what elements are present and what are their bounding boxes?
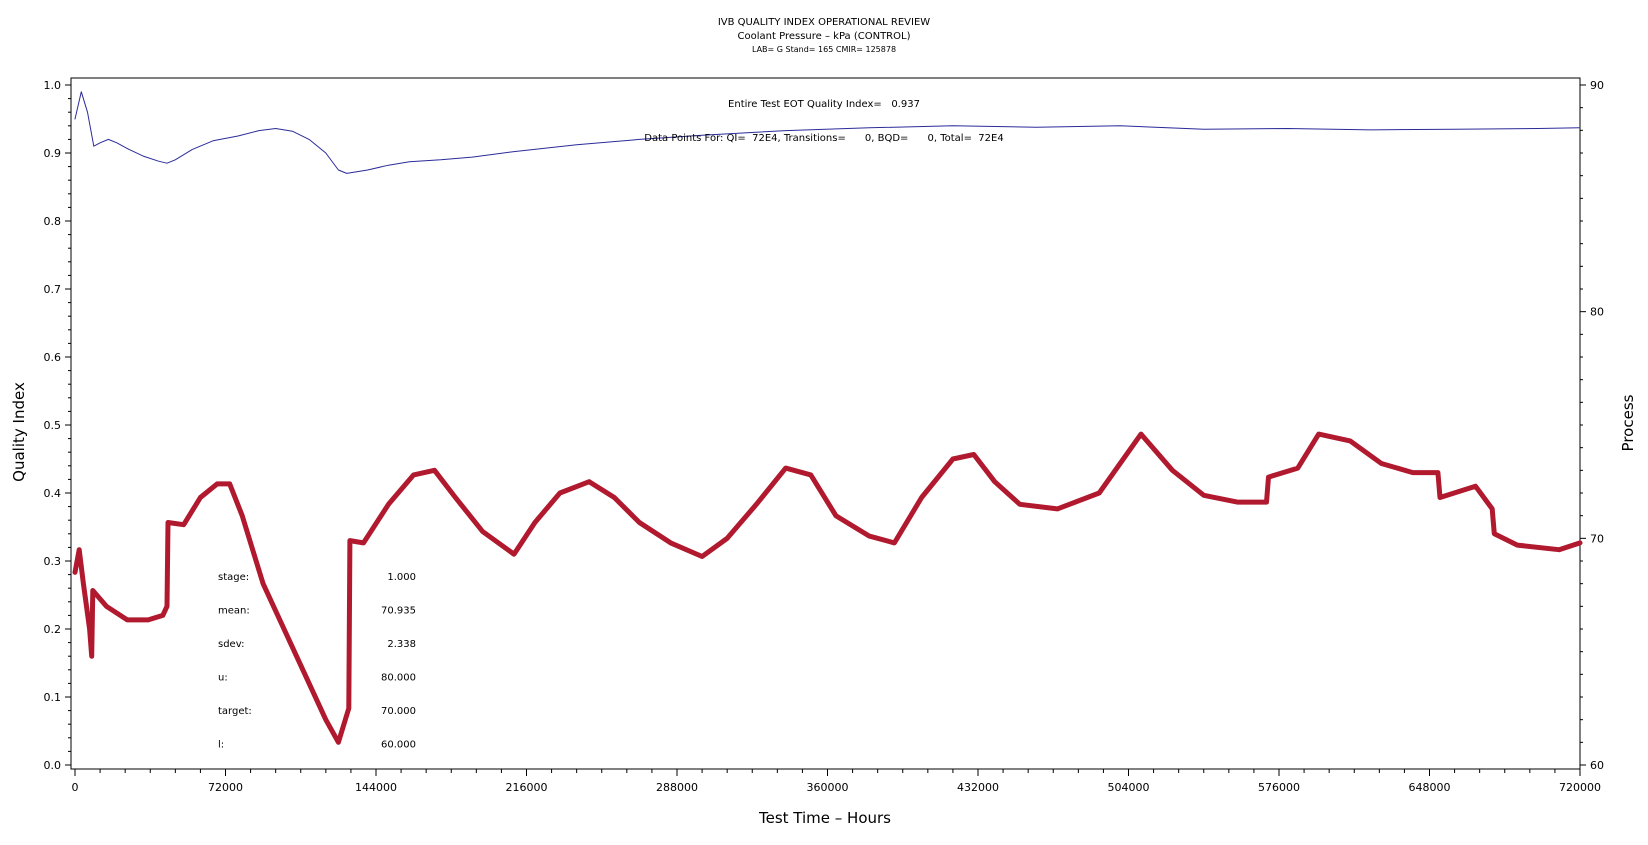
chart-lab-line: LAB= G Stand= 165 CMIR= 125878 bbox=[752, 45, 896, 54]
stats-box: stage: 1.000 mean: 70.935 sdev: 2.338 u: 80.000… bbox=[218, 572, 416, 751]
x-axis-label: Test Time – Hours bbox=[758, 809, 891, 827]
plot-frame bbox=[70, 77, 1581, 770]
stat-label: stage: bbox=[218, 572, 249, 583]
x-tick-label: 0 bbox=[72, 781, 79, 794]
y-tick-label: 0.8 bbox=[44, 215, 62, 228]
y-axis-right: 60 70 80 90 bbox=[1580, 79, 1604, 772]
stat-value: 70.935 bbox=[381, 606, 416, 617]
y-tick-label: 0.6 bbox=[44, 351, 62, 364]
x-tick-label: 720000 bbox=[1559, 781, 1601, 794]
y-tick-label: 0.2 bbox=[44, 623, 62, 636]
stat-label: u: bbox=[218, 673, 228, 684]
stat-label: mean: bbox=[218, 606, 250, 617]
stat-value: 2.338 bbox=[387, 639, 416, 650]
chart-subtitle: Coolant Pressure – kPa (CONTROL) bbox=[738, 31, 911, 42]
chart-title: IVB QUALITY INDEX OPERATIONAL REVIEW bbox=[718, 17, 930, 28]
y-tick-label: 1.0 bbox=[44, 79, 62, 92]
stat-value: 1.000 bbox=[387, 572, 416, 583]
y-axis-left: 0.0 0.1 0.2 0.3 0.4 0.5 0.6 0.7 0.8 0.9 1.0 bbox=[44, 79, 71, 772]
x-tick-label: 576000 bbox=[1258, 781, 1300, 794]
stat-label: sdev: bbox=[218, 639, 244, 650]
quality-index-series-line bbox=[74, 91, 1581, 174]
stat-label: l: bbox=[218, 740, 224, 751]
y-axis-label: Quality Index bbox=[10, 382, 28, 482]
stat-value: 60.000 bbox=[381, 740, 416, 751]
y-tick-label: 0.4 bbox=[44, 487, 62, 500]
points-annotation: Data Points For: QI= 72E4, Transitions= … bbox=[644, 133, 1003, 144]
y-tick-label: 0.3 bbox=[44, 555, 62, 568]
x-tick-label: 360000 bbox=[807, 781, 849, 794]
qi-annotation: Entire Test EOT Quality Index= 0.937 bbox=[728, 99, 920, 110]
series-layer bbox=[72, 91, 1583, 745]
x-tick-label: 504000 bbox=[1108, 781, 1150, 794]
y2-axis-label: Process bbox=[1619, 394, 1637, 451]
y-tick-label: 0.9 bbox=[44, 147, 62, 160]
x-tick-label: 288000 bbox=[656, 781, 698, 794]
y2-tick-label: 60 bbox=[1590, 759, 1604, 772]
x-tick-label: 72000 bbox=[208, 781, 243, 794]
y2-tick-label: 80 bbox=[1590, 306, 1604, 319]
x-tick-label: 144000 bbox=[355, 781, 397, 794]
y2-tick-label: 90 bbox=[1590, 79, 1604, 92]
y-tick-label: 0.0 bbox=[44, 759, 62, 772]
process-series-line bbox=[72, 431, 1583, 745]
x-tick-label: 216000 bbox=[506, 781, 548, 794]
y2-tick-label: 70 bbox=[1590, 532, 1604, 545]
x-tick-label: 648000 bbox=[1409, 781, 1451, 794]
x-tick-label: 432000 bbox=[957, 781, 999, 794]
y-tick-label: 0.7 bbox=[44, 283, 62, 296]
y-tick-label: 0.5 bbox=[44, 419, 62, 432]
stat-label: target: bbox=[218, 706, 252, 717]
y-tick-label: 0.1 bbox=[44, 691, 62, 704]
stat-value: 70.000 bbox=[381, 706, 416, 717]
x-axis: 0 72000 144000 216000 288000 360000 432000 5040… bbox=[72, 769, 1601, 794]
stat-value: 80.000 bbox=[381, 673, 416, 684]
